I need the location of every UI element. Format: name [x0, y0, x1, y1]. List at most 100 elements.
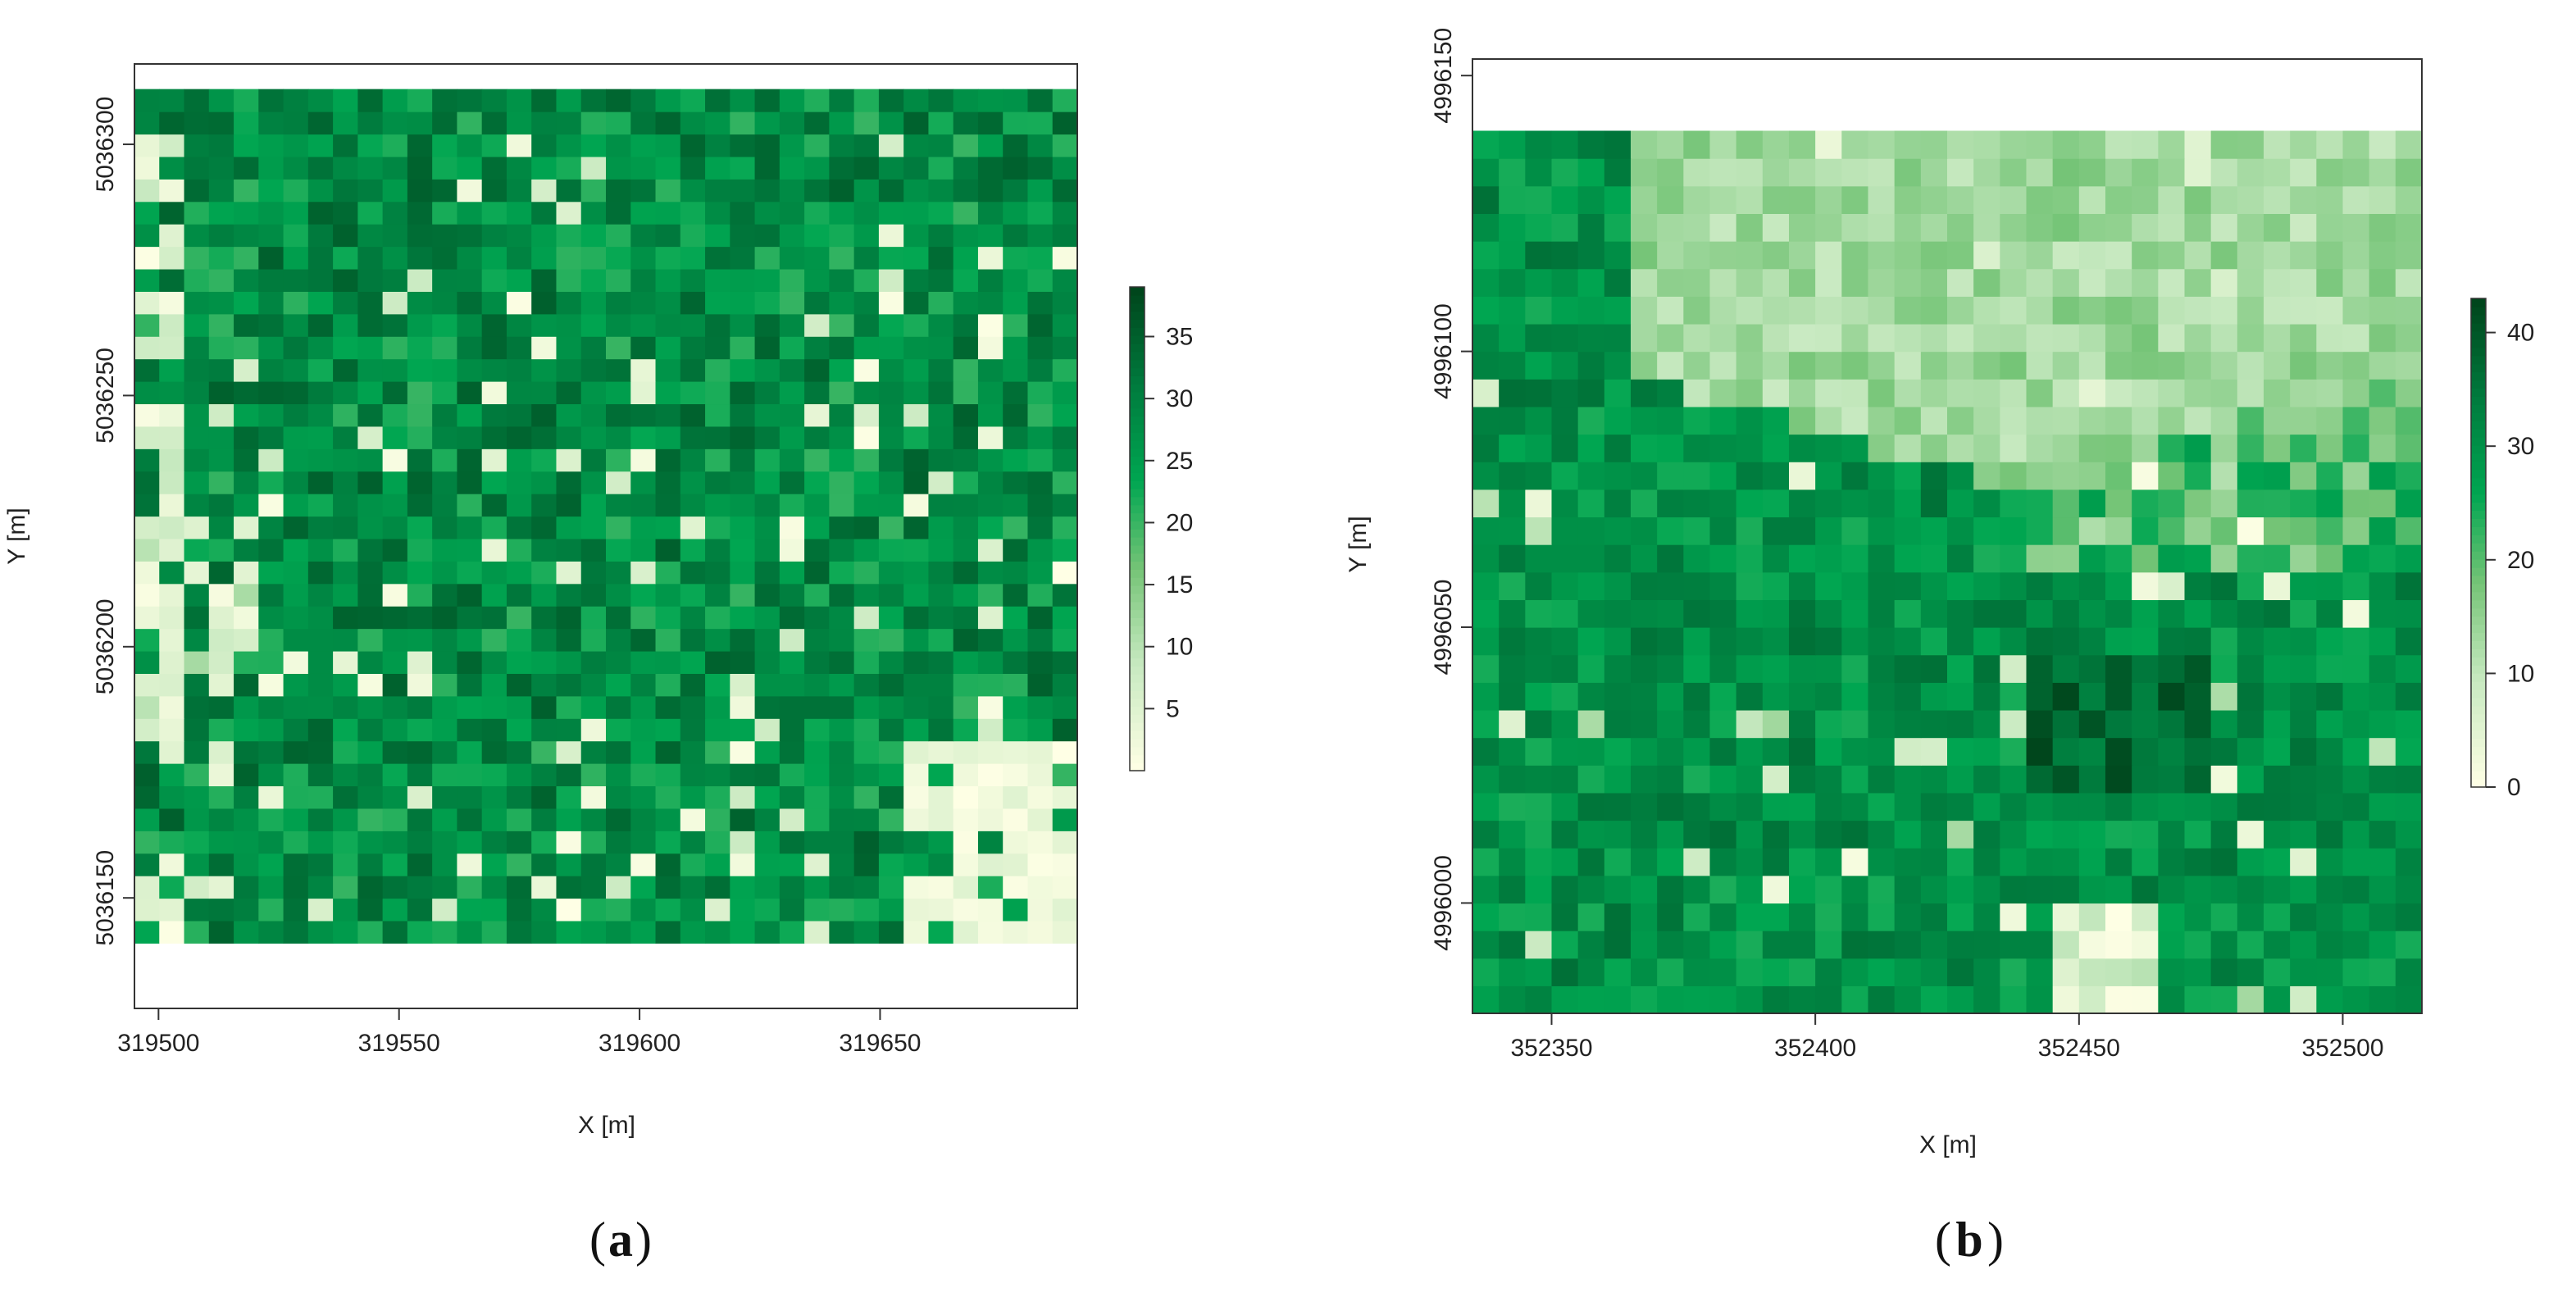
heatmap-cell [1499, 462, 1526, 490]
heatmap-cell [680, 876, 706, 899]
heatmap-cell [2158, 517, 2186, 545]
heatmap-cell [2395, 737, 2423, 766]
heatmap-cell [2000, 517, 2028, 545]
heatmap-cell [705, 785, 730, 809]
heatmap-cell [333, 763, 358, 787]
heatmap-cell [1525, 765, 1553, 794]
heatmap-cell [333, 898, 358, 922]
heatmap-cell [1003, 785, 1029, 809]
heatmap-cell [531, 179, 558, 203]
heatmap-cell [2237, 709, 2264, 739]
heatmap-cell [2290, 130, 2317, 159]
heatmap-cell [531, 134, 558, 157]
heatmap-cell [2369, 351, 2396, 380]
heatmap-cell [208, 89, 234, 112]
heatmap-cell [2132, 875, 2159, 904]
heatmap-cell [234, 628, 259, 652]
heatmap-cell [506, 831, 532, 854]
heatmap-cell [2395, 654, 2423, 683]
heatmap-cell [1815, 544, 1842, 573]
heatmap-cell [2026, 737, 2054, 766]
heatmap-cell [680, 898, 706, 922]
heatmap-cell [829, 673, 855, 697]
colorbar-tick-label: 5 [1166, 695, 1180, 722]
heatmap-cell [1683, 848, 1711, 876]
heatmap-cell [853, 224, 880, 248]
heatmap-cell [2078, 544, 2106, 573]
heatmap-cell [1868, 434, 1896, 462]
heatmap-cell [606, 224, 631, 248]
heatmap-cell [134, 89, 160, 112]
heatmap-cell [2132, 709, 2159, 739]
heatmap-cell [2105, 958, 2132, 986]
heatmap-cell [2158, 875, 2186, 904]
heatmap-cell [878, 650, 904, 674]
heatmap-cell [184, 853, 210, 876]
heatmap-cell [754, 673, 781, 697]
heatmap-cell [184, 201, 210, 225]
heatmap-cell [457, 695, 483, 719]
heatmap-cell [2052, 434, 2080, 462]
heatmap-cell [953, 134, 979, 157]
heatmap-cell [1499, 958, 1526, 986]
heatmap-cell [1973, 765, 2000, 794]
heatmap-cell [655, 808, 681, 831]
heatmap-cell [2264, 434, 2291, 462]
heatmap-cell [333, 785, 358, 809]
heatmap-cell [407, 808, 433, 831]
heatmap-cell [531, 606, 558, 630]
heatmap-cell [2369, 241, 2396, 270]
heatmap-cell [432, 808, 458, 831]
heatmap-cell [234, 448, 259, 472]
heatmap-cell [2000, 213, 2028, 242]
heatmap-cell [730, 381, 756, 405]
heatmap-cell [1577, 654, 1605, 683]
heatmap-cell [606, 898, 631, 922]
heatmap-cell [307, 853, 334, 876]
heatmap-cell [977, 134, 1004, 157]
heatmap-cell [606, 403, 631, 427]
heatmap-cell [705, 898, 730, 922]
heatmap-cell [853, 785, 880, 809]
heatmap-cell [1894, 323, 1922, 353]
heatmap-cell [234, 718, 259, 742]
heatmap-cell [2132, 185, 2159, 214]
heatmap-b-cells [1472, 130, 2423, 1014]
heatmap-cell [680, 561, 706, 585]
heatmap-cell [283, 111, 309, 135]
heatmap-cell [1973, 931, 2000, 959]
colorbar-segment [2471, 469, 2486, 479]
heatmap-cell [531, 313, 558, 337]
heatmap-cell [1052, 516, 1078, 539]
heatmap-cell [953, 201, 979, 225]
heatmap-cell [2316, 213, 2344, 242]
x-axis-label-b: X [m] [1919, 1131, 1977, 1158]
heatmap-cell [1631, 462, 1658, 490]
heatmap-cell [754, 876, 781, 899]
heatmap-cell [2158, 820, 2186, 849]
heatmap-cell [2395, 903, 2423, 931]
heatmap-cell [655, 494, 681, 517]
heatmap-cell [1894, 489, 1922, 518]
heatmap-cell [2290, 268, 2317, 297]
heatmap-cell [1868, 489, 1896, 518]
heatmap-cell [1947, 323, 1974, 353]
heatmap-cell [556, 718, 582, 742]
heatmap-cell [432, 920, 458, 944]
heatmap-cell [705, 426, 730, 449]
heatmap-cell [1762, 820, 1790, 849]
heatmap-cell [580, 89, 607, 112]
heatmap-cell [457, 876, 483, 899]
heatmap-cell [1920, 323, 1948, 353]
heatmap-cell [357, 89, 384, 112]
heatmap-cell [432, 179, 458, 203]
heatmap-cell [754, 336, 781, 360]
heatmap-cell [2052, 903, 2080, 931]
heatmap-cell [2369, 213, 2396, 242]
heatmap-cell [2395, 130, 2423, 159]
heatmap-cell [2078, 792, 2106, 821]
heatmap-cell [1894, 985, 1922, 1014]
heatmap-cell [1551, 765, 1579, 794]
heatmap-cell [1657, 682, 1684, 711]
heatmap-cell [2052, 985, 2080, 1014]
